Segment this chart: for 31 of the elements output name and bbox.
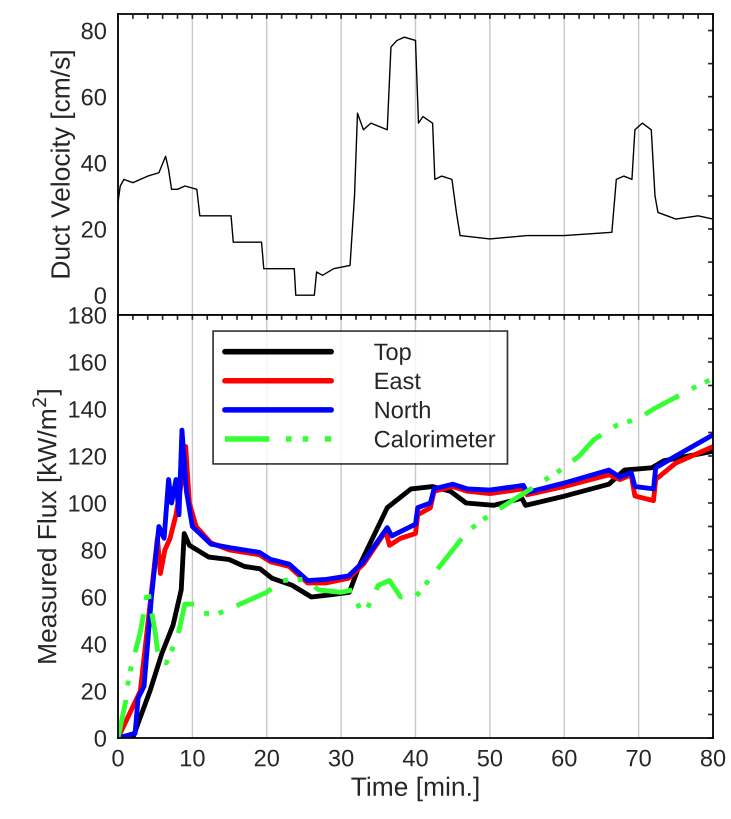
y-tick-label: 40 (81, 636, 106, 653)
y-axis-title: Measured Flux [kW/m$^{2}$] (32, 390, 62, 663)
y-tick-label: 180 (69, 307, 106, 324)
x-tick-label: 40 (402, 750, 428, 766)
x-tick-label: 20 (254, 750, 279, 766)
y-axis-title: Duct Velocity [cm/s] (50, 51, 76, 278)
legend-label: Top (374, 344, 411, 365)
y-tick-label: 80 (82, 542, 106, 559)
y-tick-label: 100 (69, 495, 106, 512)
y-tick-label: 140 (69, 401, 106, 418)
y-tick-label: 0 (94, 730, 106, 747)
x-tick-label: 10 (181, 750, 205, 766)
y-tick-label: 20 (82, 221, 106, 238)
x-tick-label: 30 (328, 750, 354, 766)
legend-label: Calorimeter (374, 430, 496, 448)
y-tick-label: 20 (82, 683, 106, 700)
y-tick-label: 160 (69, 354, 106, 371)
y-tick-label: 120 (69, 448, 106, 465)
y-tick-label: 60 (82, 589, 106, 606)
x-tick-label: 60 (552, 750, 576, 766)
y-tick-label: 40 (81, 154, 106, 172)
y-tick-label: 60 (82, 88, 106, 106)
x-tick-label: 80 (700, 750, 726, 766)
x-axis-title: Time [min.] (351, 776, 478, 802)
x-tick-label: 0 (112, 750, 124, 766)
y-tick-label: 80 (82, 22, 106, 40)
legend-label: North (376, 401, 430, 418)
legend-label: East (376, 372, 421, 390)
y-tick-label: 0 (94, 287, 106, 304)
x-tick-label: 50 (478, 750, 502, 766)
x-tick-label: 70 (626, 750, 651, 766)
